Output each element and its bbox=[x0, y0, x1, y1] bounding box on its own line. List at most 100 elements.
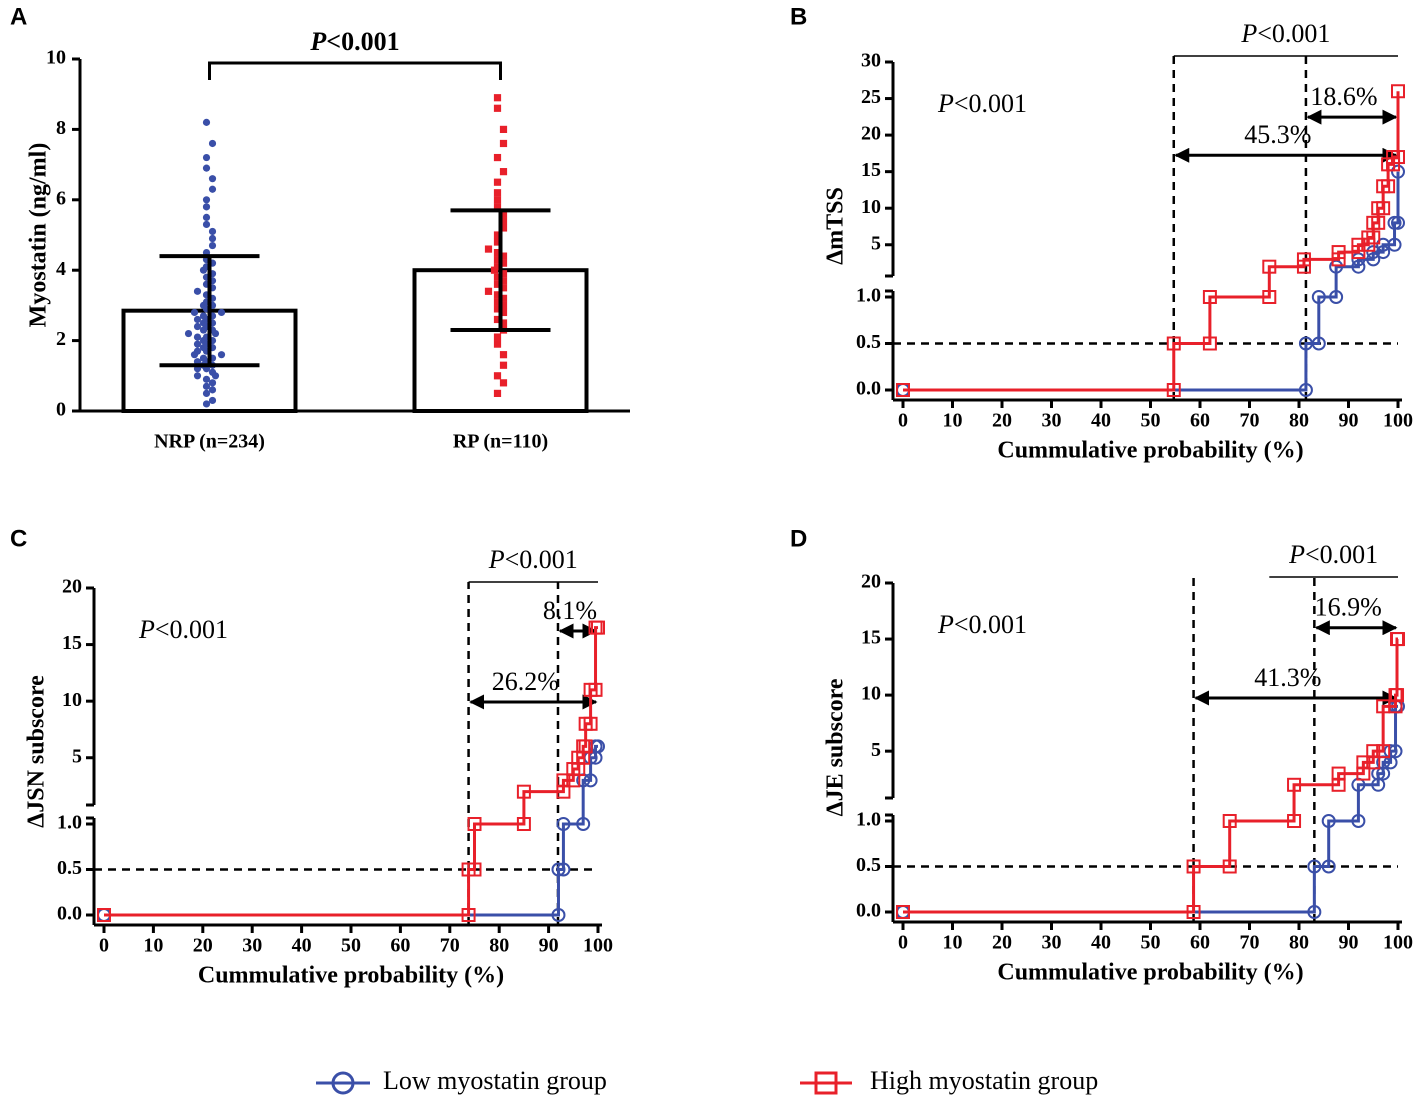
y-tick-label: 5 bbox=[72, 745, 82, 767]
step-line bbox=[104, 626, 598, 917]
data-point bbox=[193, 340, 202, 348]
data-point bbox=[493, 315, 502, 324]
y-tick-label: 4 bbox=[56, 258, 66, 280]
x-tick-label: 100 bbox=[1383, 410, 1413, 432]
marker bbox=[1287, 814, 1302, 828]
y-tick-label: 10 bbox=[62, 689, 82, 711]
marker bbox=[1376, 245, 1391, 260]
data-point bbox=[193, 322, 202, 331]
data-point bbox=[199, 312, 208, 320]
x-tick-label: 10 bbox=[143, 935, 163, 957]
y-tick-label: 20 bbox=[62, 576, 82, 598]
marker bbox=[1321, 859, 1336, 874]
marker bbox=[1186, 905, 1201, 919]
data-point bbox=[202, 400, 211, 408]
data-point bbox=[184, 329, 193, 338]
data-point bbox=[208, 396, 217, 405]
data-point bbox=[499, 270, 508, 278]
x-tick-label: 40 bbox=[1091, 410, 1111, 432]
x-tick-label: RP (n=110) bbox=[453, 431, 548, 453]
marker bbox=[1376, 744, 1391, 759]
marker bbox=[1371, 215, 1386, 230]
marker bbox=[576, 817, 591, 831]
x-tick-label: 0 bbox=[99, 935, 109, 957]
difference-label: 45.3% bbox=[1244, 120, 1311, 149]
marker bbox=[1262, 259, 1277, 274]
data-point bbox=[493, 178, 502, 186]
data-point bbox=[202, 164, 211, 172]
data-point bbox=[202, 220, 211, 229]
y-axis-title: Myostatin (ng/ml) bbox=[26, 143, 52, 328]
data-point bbox=[499, 351, 508, 359]
y-tick-label: 5 bbox=[871, 232, 881, 254]
marker bbox=[461, 908, 476, 922]
marker bbox=[556, 862, 571, 877]
marker bbox=[583, 716, 598, 731]
x-tick-label: NRP (n=234) bbox=[154, 431, 265, 453]
y-tick-label: 0.0 bbox=[57, 903, 82, 925]
marker bbox=[1186, 859, 1201, 874]
data-point bbox=[202, 196, 211, 204]
data-point bbox=[208, 241, 217, 250]
x-tick-label: 100 bbox=[583, 935, 613, 957]
y-tick-label: 25 bbox=[861, 86, 881, 108]
x-tick-label: 40 bbox=[1091, 932, 1111, 954]
data-point bbox=[499, 139, 508, 148]
data-point bbox=[217, 351, 226, 359]
y-tick-label: 20 bbox=[861, 123, 881, 145]
marker bbox=[896, 383, 910, 397]
data-point bbox=[493, 189, 502, 197]
marker bbox=[1391, 150, 1405, 165]
y-tick-label: 6 bbox=[56, 187, 66, 209]
step-line bbox=[903, 704, 1398, 914]
data-point bbox=[493, 333, 502, 341]
x-tick-label: 10 bbox=[943, 410, 963, 432]
data-point bbox=[484, 245, 493, 253]
x-tick-label: 20 bbox=[992, 932, 1012, 954]
marker bbox=[1311, 290, 1326, 304]
marker bbox=[1366, 744, 1381, 759]
data-point bbox=[499, 252, 508, 260]
x-tick-label: 70 bbox=[1240, 410, 1260, 432]
marker bbox=[1386, 157, 1401, 172]
marker bbox=[1222, 859, 1237, 874]
marker bbox=[896, 905, 910, 919]
marker bbox=[1361, 237, 1376, 252]
data-point bbox=[208, 139, 217, 148]
data-point bbox=[202, 153, 211, 162]
marker bbox=[1391, 632, 1405, 647]
y-tick-label: 10 bbox=[861, 683, 881, 705]
marker bbox=[1391, 84, 1405, 99]
y-tick-label: 10 bbox=[46, 47, 66, 69]
y-tick-label: 8 bbox=[56, 117, 66, 139]
x-tick-label: 10 bbox=[943, 932, 963, 954]
y-tick-label: 30 bbox=[861, 50, 881, 72]
y-tick-label: 10 bbox=[861, 196, 881, 218]
y-tick-label: 0.5 bbox=[57, 857, 82, 879]
significance-label: P<0.001 bbox=[1240, 19, 1330, 48]
marker bbox=[588, 682, 603, 697]
data-point bbox=[499, 379, 508, 387]
y-tick-label: 2 bbox=[56, 328, 66, 350]
y-tick-label: 1.0 bbox=[57, 812, 82, 834]
data-point bbox=[499, 210, 508, 218]
marker bbox=[1351, 814, 1366, 828]
marker bbox=[516, 784, 531, 799]
x-tick-label: 80 bbox=[489, 935, 509, 957]
marker bbox=[1202, 290, 1217, 304]
y-tick-label: 20 bbox=[861, 571, 881, 593]
data-point bbox=[193, 287, 202, 295]
x-tick-label: 70 bbox=[440, 935, 460, 957]
legend-marker bbox=[814, 1071, 838, 1095]
marker bbox=[1387, 237, 1402, 252]
data-point bbox=[208, 386, 217, 394]
data-point bbox=[499, 301, 508, 309]
p-value: P<0.001 bbox=[937, 89, 1027, 118]
data-point bbox=[499, 277, 508, 285]
marker bbox=[1298, 383, 1313, 397]
marker bbox=[1296, 252, 1311, 267]
marker bbox=[1381, 179, 1396, 194]
y-tick-label: 15 bbox=[861, 159, 881, 181]
